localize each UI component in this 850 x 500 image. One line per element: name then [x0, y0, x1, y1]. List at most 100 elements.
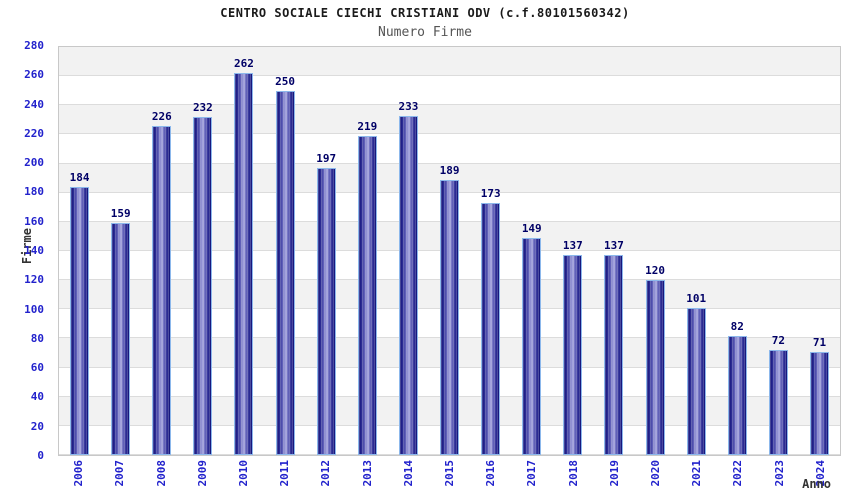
bar-2022 — [727, 335, 747, 455]
bar-slot-2013: 219 — [347, 47, 388, 455]
bar-2009 — [193, 116, 213, 455]
y-tick-label: 20 — [30, 419, 44, 433]
bar-value-label: 189 — [439, 163, 460, 177]
y-tick-label: 160 — [24, 214, 44, 228]
x-tick-label: 2017 — [525, 460, 539, 487]
bar-2008 — [152, 125, 172, 455]
y-tick-label: 120 — [24, 273, 44, 287]
bar-slot-2008: 226 — [141, 47, 182, 455]
x-tick-label: 2011 — [278, 460, 292, 487]
bar-value-label: 197 — [316, 151, 337, 165]
bar-slot-2014: 233 — [388, 47, 429, 455]
x-slot: 2011 — [264, 460, 305, 500]
bar-value-label: 233 — [398, 99, 419, 113]
x-axis-tick-labels: 2006 2007 2008 2009 2010 2011 2012 2013 2014 2015… — [58, 460, 841, 500]
bar-value-label: 219 — [357, 119, 378, 133]
bar-2018 — [563, 255, 583, 455]
x-slot: 2020 — [635, 460, 676, 500]
y-tick-label: 0 — [37, 449, 44, 462]
bar-2021 — [686, 307, 706, 455]
x-tick-label: 2014 — [401, 460, 415, 487]
bar-value-label: 72 — [771, 334, 786, 348]
bar-2014 — [398, 115, 418, 455]
y-tick-label: 80 — [30, 331, 44, 345]
bar-slot-2009: 232 — [182, 47, 223, 455]
x-tick-label: 2012 — [319, 460, 333, 487]
y-tick-label: 40 — [30, 390, 44, 404]
x-slot: 2018 — [552, 460, 593, 500]
y-tick-label: 60 — [30, 361, 44, 375]
x-tick-label: 2009 — [195, 460, 209, 487]
y-tick-label: 280 — [24, 39, 44, 52]
x-slot: 2015 — [429, 460, 470, 500]
x-slot: 2013 — [346, 460, 387, 500]
x-slot: 2009 — [182, 460, 223, 500]
bar-value-label: 149 — [521, 221, 542, 235]
y-tick-label: 220 — [24, 126, 44, 140]
bar-slot-2021: 101 — [676, 47, 717, 455]
bar-value-label: 71 — [812, 335, 827, 349]
bar-slot-2012: 197 — [306, 47, 347, 455]
x-tick-label: 2007 — [113, 460, 127, 487]
y-tick-label: 260 — [24, 68, 44, 82]
x-slot: 2007 — [99, 460, 140, 500]
bar-2015 — [440, 179, 460, 455]
bar-value-label: 120 — [645, 264, 666, 278]
bar-slot-2020: 120 — [635, 47, 676, 455]
bar-2017 — [522, 237, 542, 455]
x-slot: 2022 — [717, 460, 758, 500]
bar-slot-2018: 137 — [552, 47, 593, 455]
x-slot: 2019 — [594, 460, 635, 500]
bar-slot-2024: 71 — [799, 47, 840, 455]
y-tick-label: 180 — [24, 185, 44, 199]
x-slot: 2006 — [58, 460, 99, 500]
x-tick-label: 2016 — [484, 460, 498, 487]
bar-slot-2023: 72 — [758, 47, 799, 455]
bar-slot-2017: 149 — [511, 47, 552, 455]
bar-value-label: 82 — [730, 319, 744, 333]
x-slot: 2023 — [758, 460, 799, 500]
x-tick-label: 2008 — [154, 460, 168, 487]
x-tick-label: 2023 — [772, 460, 786, 487]
bar-2010 — [234, 73, 254, 455]
bar-slot-2011: 250 — [265, 47, 306, 455]
x-slot: 2016 — [470, 460, 511, 500]
y-tick-label: 100 — [24, 302, 44, 316]
bar-value-label: 232 — [192, 100, 213, 114]
bar-slot-2016: 173 — [470, 47, 511, 455]
x-tick-label: 2006 — [72, 460, 86, 487]
bar-value-label: 226 — [151, 109, 172, 123]
bar-2019 — [604, 255, 624, 455]
bar-2020 — [645, 280, 665, 455]
bar-value-label: 137 — [562, 239, 583, 253]
bar-2007 — [111, 223, 131, 455]
x-tick-label: 2022 — [731, 460, 745, 487]
x-axis-title: Anno — [802, 477, 831, 491]
y-tick-label: 140 — [24, 244, 44, 257]
chart-title: CENTRO SOCIALE CIECHI CRISTIANI ODV (c.f… — [220, 6, 630, 20]
x-slot: 2014 — [388, 460, 429, 500]
x-tick-label: 2013 — [360, 460, 374, 487]
bar-2024 — [810, 351, 830, 455]
bar-2006 — [70, 186, 90, 455]
x-tick-label: 2010 — [236, 460, 250, 487]
grid-band — [59, 47, 840, 77]
x-slot: 2010 — [223, 460, 264, 500]
grid-band — [59, 105, 840, 135]
bar-slot-2006: 184 — [59, 47, 100, 455]
x-slot: 2017 — [511, 460, 552, 500]
bar-2012 — [316, 167, 336, 455]
bar-value-label: 137 — [604, 239, 624, 253]
bar-value-label: 184 — [69, 170, 90, 184]
bar-value-label: 173 — [480, 186, 501, 200]
x-slot: 2008 — [140, 460, 181, 500]
bar-value-label: 250 — [275, 74, 296, 88]
bars-row: 184 159 226 232 262 250 197 219 233 189 173 149 137 1… — [59, 47, 840, 455]
chart-subtitle: Numero Firme — [378, 25, 472, 40]
y-axis-tick-labels: 0 20 40 60 80 100 120 140 160 180 200 220 240 260 280 — [0, 40, 52, 462]
x-tick-label: 2015 — [442, 460, 456, 487]
bar-2011 — [275, 90, 295, 455]
grid-band — [59, 134, 840, 164]
bar-slot-2015: 189 — [429, 47, 470, 455]
